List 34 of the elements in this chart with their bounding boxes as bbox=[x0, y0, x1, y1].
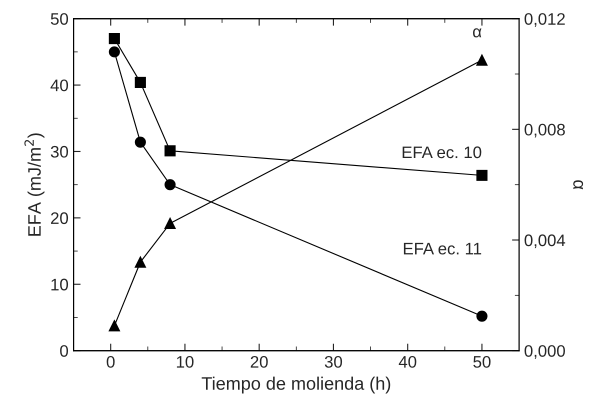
point bbox=[164, 218, 176, 229]
point bbox=[476, 170, 488, 181]
y-tick-label: 0 bbox=[60, 345, 68, 357]
point bbox=[134, 256, 146, 268]
point bbox=[108, 320, 120, 332]
series-label: EFA ec. 11 bbox=[404, 242, 482, 255]
x-tick-label: 0 bbox=[106, 356, 115, 368]
y2-tick-label: 0,000 bbox=[524, 345, 565, 359]
y-axis-title: EFA (mJ/m$^{2}$) bbox=[24, 133, 44, 236]
x-tick-label: 20 bbox=[250, 356, 268, 368]
point bbox=[476, 310, 488, 322]
y2-tick-label: 0,008 bbox=[524, 124, 565, 138]
x-tick-label: 50 bbox=[473, 356, 491, 368]
series-label: α bbox=[473, 28, 482, 38]
x-tick-label: 30 bbox=[324, 356, 342, 368]
point bbox=[164, 179, 176, 190]
point bbox=[164, 145, 176, 156]
x-axis-title: Tiempo de molienda (h) bbox=[202, 376, 390, 394]
series-label: EFA ec. 10 bbox=[402, 146, 482, 158]
y-tick-label: 20 bbox=[50, 212, 68, 224]
y2-tick-label: 0,012 bbox=[524, 13, 565, 27]
y-tick-label: 10 bbox=[51, 278, 68, 290]
y-tick-label: 50 bbox=[50, 13, 68, 25]
point bbox=[134, 76, 146, 88]
point bbox=[134, 136, 146, 148]
y2-tick-label: 0,004 bbox=[524, 234, 566, 248]
y-tick-label: 40 bbox=[50, 79, 68, 92]
point bbox=[476, 54, 488, 66]
point bbox=[108, 33, 120, 44]
x-tick-label: 10 bbox=[176, 356, 194, 368]
x-tick-label: 40 bbox=[398, 356, 416, 368]
point bbox=[108, 46, 120, 58]
y-tick-label: 30 bbox=[50, 146, 68, 158]
y2-axis-title: α bbox=[573, 180, 584, 190]
